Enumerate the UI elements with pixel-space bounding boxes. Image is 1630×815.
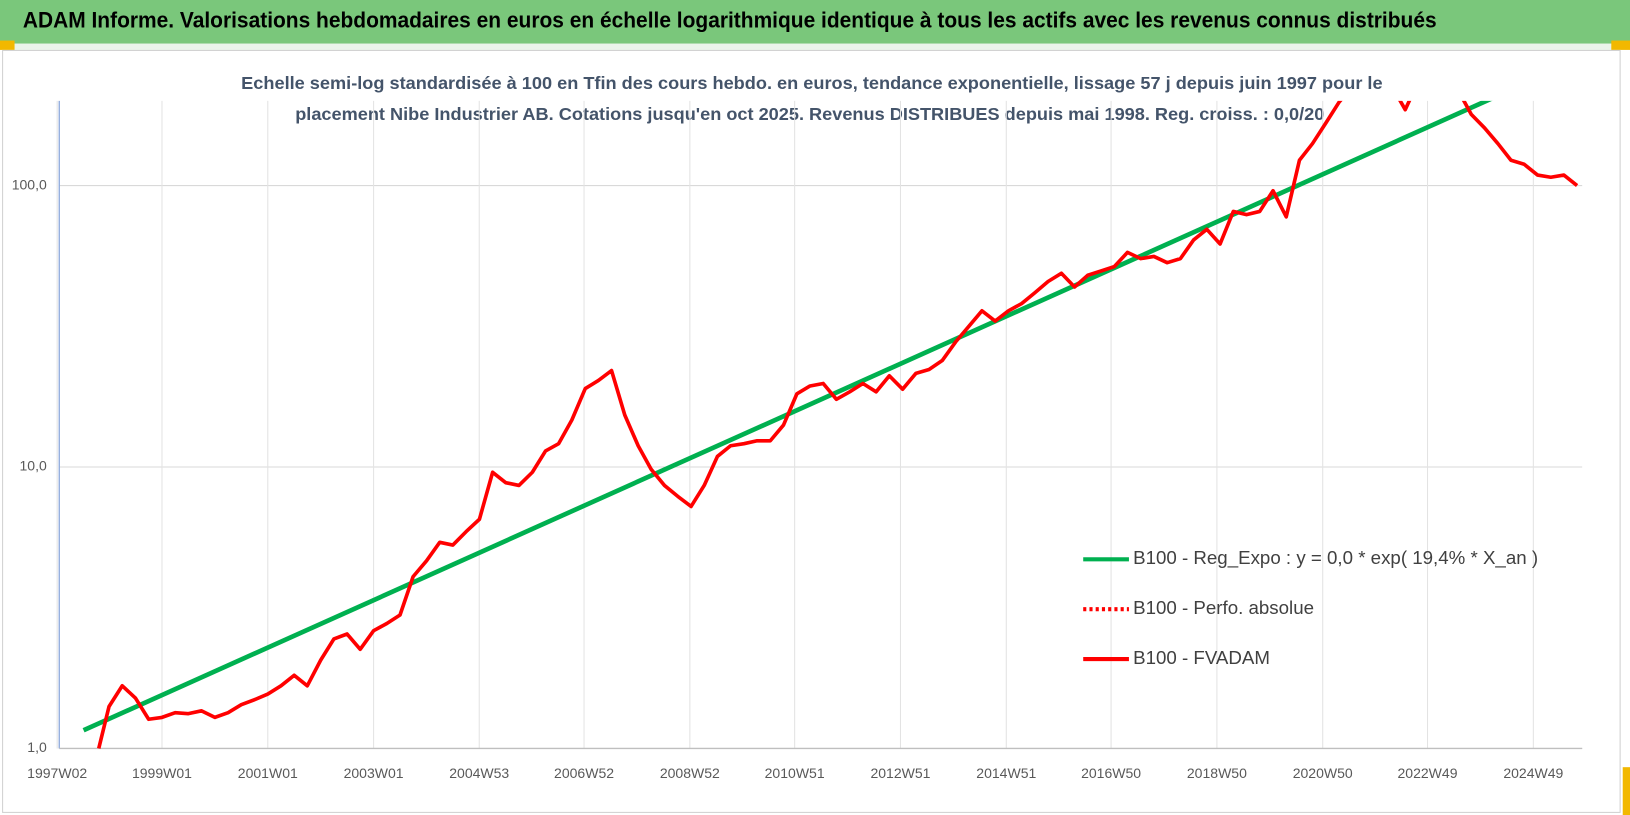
chart-title: Echelle semi-log standardisée à 100 en T… xyxy=(241,73,1383,93)
x-tick-label: 1997W02 xyxy=(27,765,87,781)
header-title: ADAM Informe. Valorisations hebdomadaire… xyxy=(23,8,1437,33)
x-tick-label: 2008W52 xyxy=(660,765,720,781)
x-tick-label: 2022W49 xyxy=(1398,765,1458,781)
x-tick-label: 2004W53 xyxy=(449,765,509,781)
chart-frame xyxy=(2,49,1621,813)
x-tick-label: 2006W52 xyxy=(554,765,614,781)
x-tick-label: 2014W51 xyxy=(976,765,1036,781)
x-tick-label: 2016W50 xyxy=(1081,765,1141,781)
header-bar xyxy=(0,0,1630,44)
corner-mark xyxy=(0,40,15,50)
corner-mark xyxy=(1611,40,1630,50)
series-line xyxy=(96,100,1579,749)
x-tick-label: 2018W50 xyxy=(1187,765,1247,781)
x-tick-label: 2012W51 xyxy=(870,765,930,781)
x-tick-label: 2001W01 xyxy=(238,765,298,781)
plot-area xyxy=(82,100,1579,749)
chart-title: placement Nibe Industrier AB. Cotations … xyxy=(295,104,1324,124)
header-edge xyxy=(0,43,1630,50)
corner-mark xyxy=(1622,767,1630,815)
x-tick-label: 2010W51 xyxy=(765,765,825,781)
x-tick-label: 2024W49 xyxy=(1503,765,1563,781)
y-tick-label: 10,0 xyxy=(19,458,46,474)
x-tick-label: 1999W01 xyxy=(132,765,192,781)
x-tick-label: 2020W50 xyxy=(1293,765,1353,781)
legend-label: B100 - Reg_Expo : y = 0,0 * exp( 19,4% *… xyxy=(1133,547,1538,569)
y-tick-label: 1,0 xyxy=(27,739,47,755)
x-tick-label: 2003W01 xyxy=(344,765,404,781)
legend-label: B100 - Perfo. absolue xyxy=(1133,597,1314,618)
legend-label: B100 - FVADAM xyxy=(1133,647,1270,668)
y-tick-label: 100,0 xyxy=(12,176,47,192)
